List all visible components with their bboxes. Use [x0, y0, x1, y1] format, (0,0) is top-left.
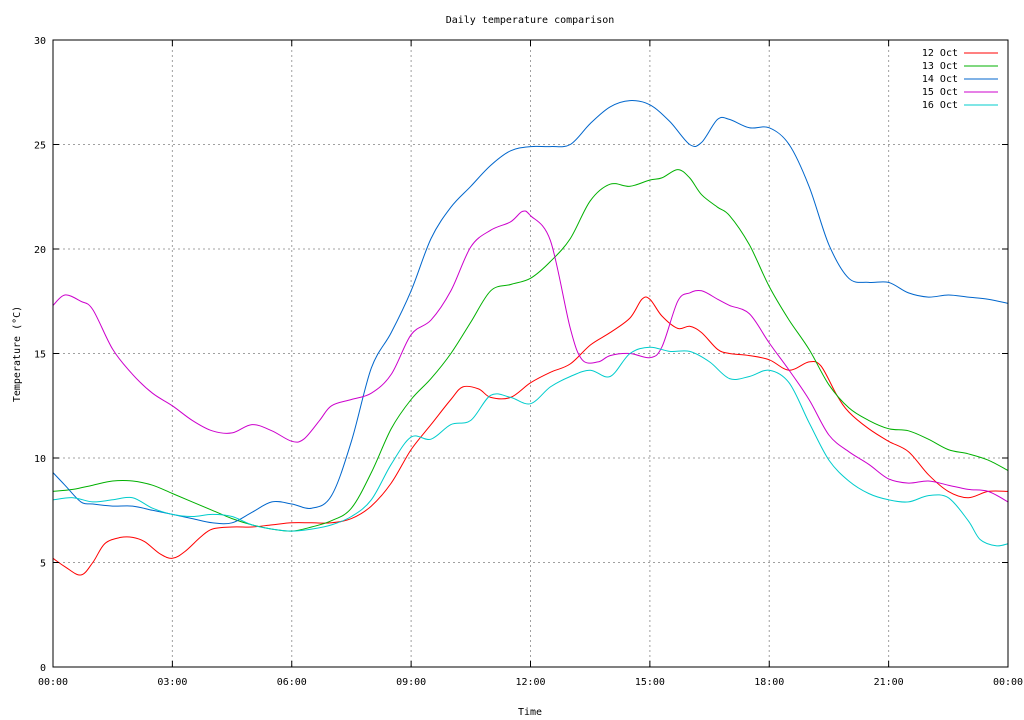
x-tick-label: 03:00	[157, 677, 187, 688]
y-tick-label: 5	[40, 559, 46, 570]
legend-label-12-oct: 12 Oct	[922, 48, 958, 59]
y-axis-label: Temperature (°C)	[12, 306, 23, 402]
series-layer	[52, 100, 1009, 576]
x-tick-label: 00:00	[38, 677, 68, 688]
x-tick-label: 21:00	[874, 677, 904, 688]
series-line-13-oct	[52, 169, 1009, 532]
x-tick-label: 09:00	[396, 677, 426, 688]
legend-label-16-oct: 16 Oct	[922, 100, 958, 111]
series-line-14-oct	[52, 100, 1009, 525]
legend-label-13-oct: 13 Oct	[922, 61, 958, 72]
legend-label-15-oct: 15 Oct	[922, 87, 958, 98]
series-line-12-oct	[52, 296, 1009, 576]
y-tick-label: 10	[34, 454, 46, 465]
y-tick-label: 30	[34, 36, 46, 47]
x-tick-label: 06:00	[277, 677, 307, 688]
x-tick-label: 12:00	[515, 677, 545, 688]
x-tick-label: 00:00	[993, 677, 1023, 688]
x-tick-label: 18:00	[754, 677, 784, 688]
y-tick-label: 0	[40, 663, 46, 674]
series-line-16-oct	[52, 346, 1009, 547]
grid-layer	[53, 40, 1008, 667]
ticks-layer: 00:00 03:00 06:00 09:00 12:00 15:00 18:00 21:00…	[34, 36, 1023, 688]
y-tick-label: 15	[34, 350, 46, 361]
x-axis-label: Time	[518, 707, 542, 718]
legend: 12 Oct 13 Oct 14 Oct 15 Oct 16 Oct	[922, 48, 998, 111]
legend-label-14-oct: 14 Oct	[922, 74, 958, 85]
y-tick-label: 25	[34, 141, 46, 152]
y-tick-label: 20	[34, 245, 46, 256]
x-tick-label: 15:00	[635, 677, 665, 688]
series-line-15-oct	[52, 210, 1009, 503]
chart-title: Daily temperature comparison	[446, 15, 615, 26]
